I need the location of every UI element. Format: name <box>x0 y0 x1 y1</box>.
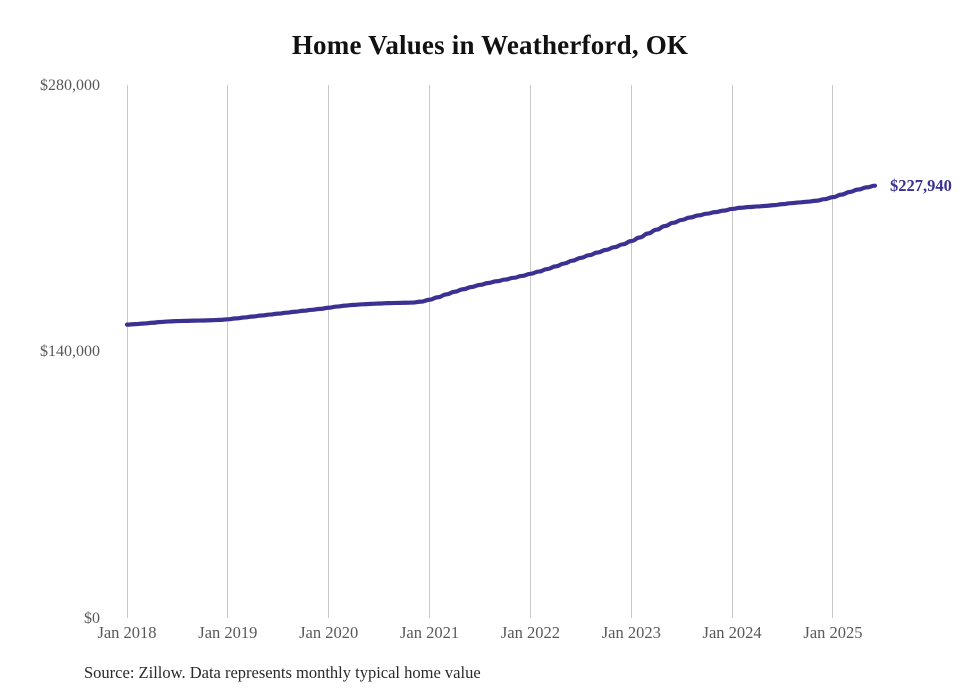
x-axis-tick-label-2023-01: Jan 2023 <box>601 623 661 642</box>
x-axis-tick-label-2025-01: Jan 2025 <box>803 623 863 642</box>
x-axis-tick-label-2020-01: Jan 2020 <box>299 623 359 642</box>
x-axis-tick-label-2019-01: Jan 2019 <box>198 623 258 642</box>
gridline-2022-01 <box>529 85 531 618</box>
gridline-2018-01 <box>126 85 128 618</box>
gridline-2021-01 <box>429 85 431 618</box>
gridline-2020-01 <box>328 85 330 618</box>
x-axis-tick-label-2022-01: Jan 2022 <box>500 623 560 642</box>
y-axis-tick-label-280000: $280,000 <box>40 77 100 94</box>
source-note: Source: Zillow. Data represents monthly … <box>84 663 481 682</box>
y-axis-tick-label-0: $0 <box>84 610 100 627</box>
x-axis-tick-label-2018-01: Jan 2018 <box>97 623 157 642</box>
x-axis-tick-label-2024-01: Jan 2024 <box>702 623 762 642</box>
gridline-2019-01 <box>227 85 229 618</box>
x-axis-tick-label-2021-01: Jan 2021 <box>399 623 460 642</box>
line-series-typical-home-value <box>124 183 878 327</box>
gridline-2024-01 <box>731 85 733 618</box>
y-axis-tick-label-140000: $140,000 <box>40 343 100 360</box>
gridline-2023-01 <box>630 85 632 618</box>
page-title: Home Values in Weatherford, OK <box>291 30 689 60</box>
gridline-2025-01 <box>832 85 834 618</box>
end-value-annotation: $227,940 <box>890 175 952 195</box>
